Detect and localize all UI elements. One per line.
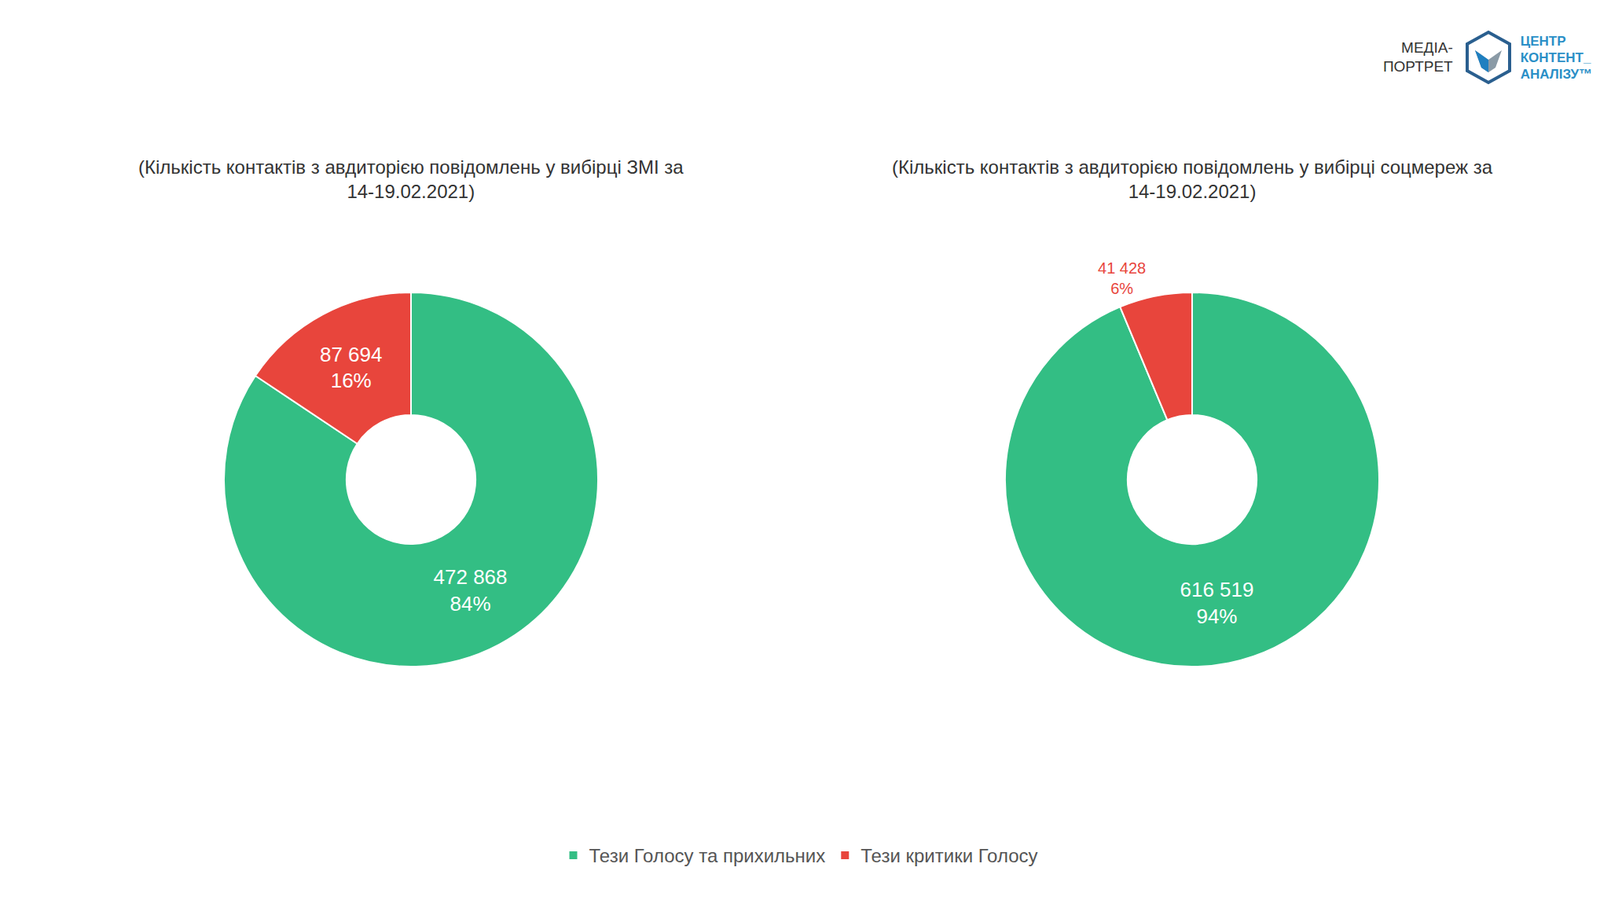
- svg-text:472 86884%: 472 86884%: [433, 565, 508, 616]
- svg-text:Тези Голосу та прихильних: Тези Голосу та прихильних: [589, 844, 826, 867]
- html-text:ЦЕНТР: ЦЕНТР: [1520, 33, 1566, 49]
- html-text:МЕДІА-: МЕДІА-: [1401, 39, 1453, 56]
- html-text:ПОРТРЕТ: ПОРТРЕТ: [1383, 58, 1453, 75]
- svg-text:(Кількість контактів з авдитор: (Кількість контактів з авдиторією повідо…: [138, 156, 684, 202]
- svg-text:(Кількість контактів з авдитор: (Кількість контактів з авдиторією повідо…: [891, 156, 1494, 202]
- svg-text:87 69416%: 87 69416%: [319, 342, 383, 393]
- svg-text:41 4286%: 41 4286%: [1097, 259, 1146, 298]
- html-text:АНАЛІЗУ™: АНАЛІЗУ™: [1520, 66, 1593, 82]
- svg-text:Тези критики Голосу: Тези критики Голосу: [860, 844, 1038, 867]
- svg-text:616 51994%: 616 51994%: [1179, 577, 1254, 628]
- html-text:КОНТЕНТ_: КОНТЕНТ_: [1520, 49, 1591, 65]
